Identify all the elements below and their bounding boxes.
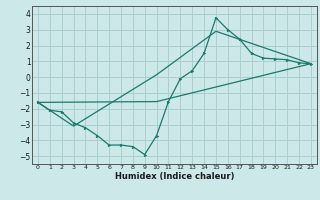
X-axis label: Humidex (Indice chaleur): Humidex (Indice chaleur) xyxy=(115,172,234,181)
